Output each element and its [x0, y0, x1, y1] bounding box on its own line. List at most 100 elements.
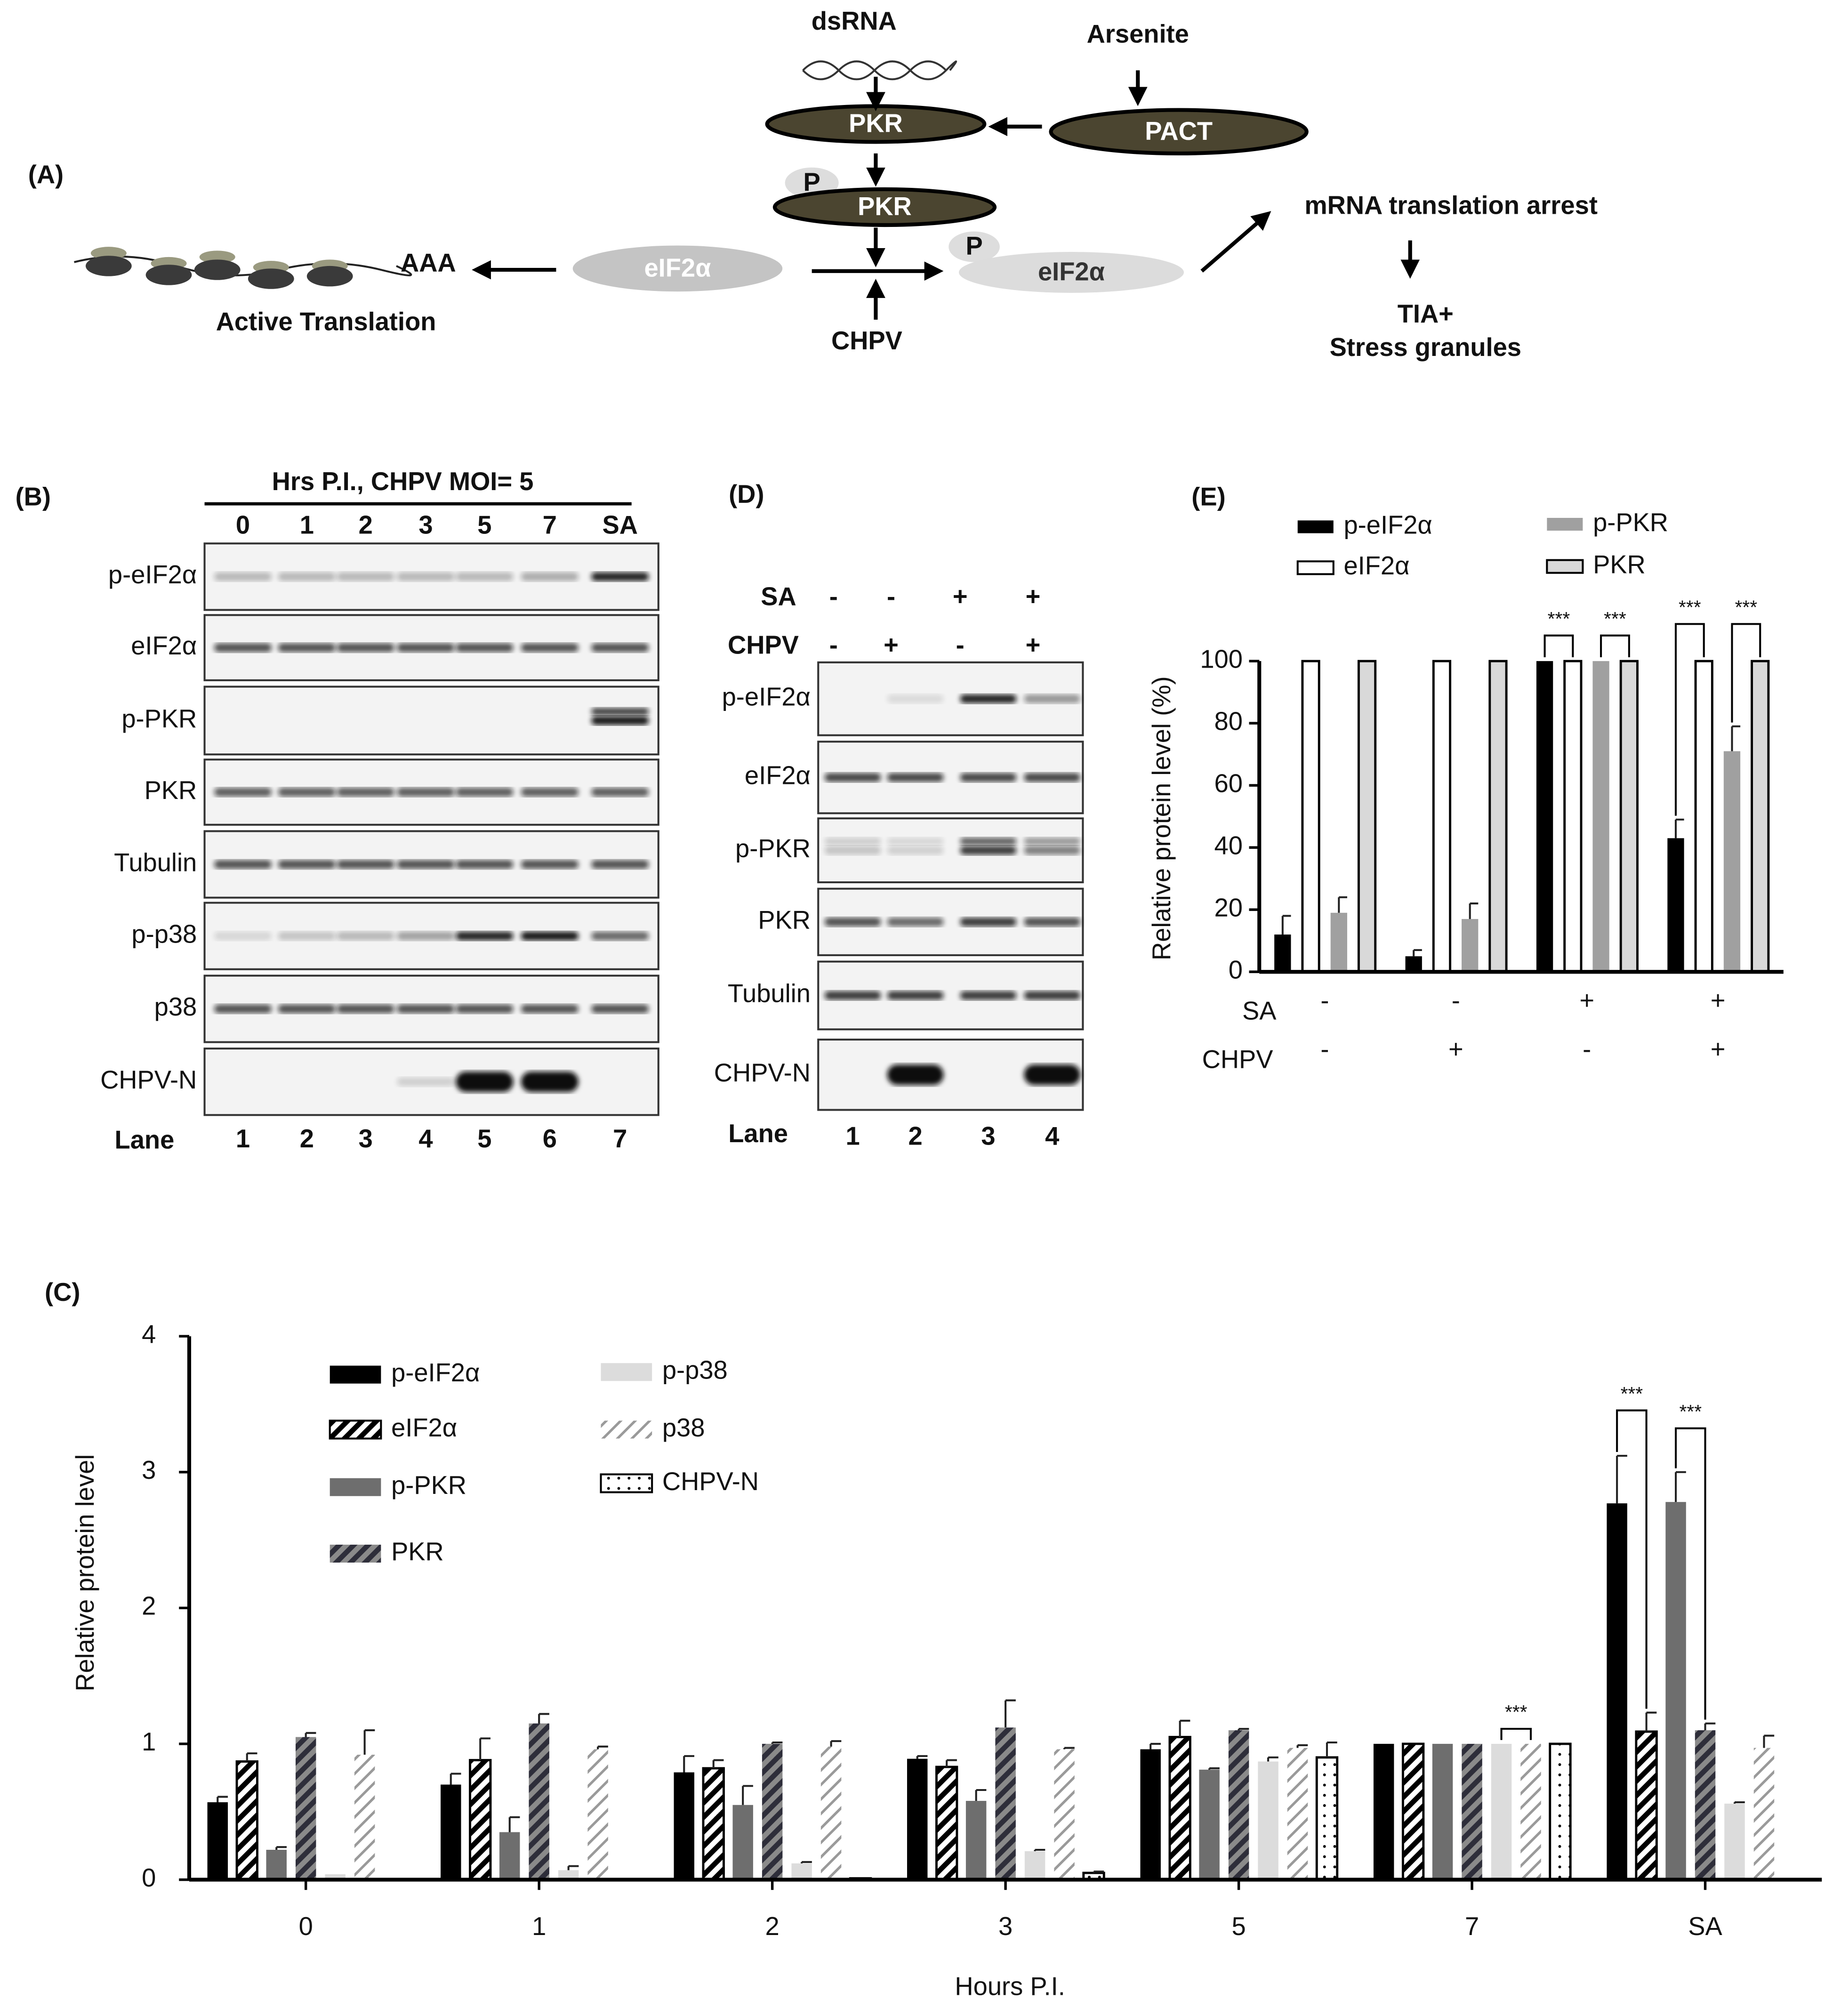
ribosome	[199, 250, 235, 264]
bar	[499, 1832, 520, 1880]
blot-band	[960, 917, 1017, 927]
eif2a-node	[572, 245, 783, 292]
blot-band	[397, 643, 455, 653]
eif2a-p-node	[958, 252, 1184, 293]
significance-bracket	[1600, 634, 1630, 658]
y-tick-label: 1	[142, 1727, 156, 1756]
significance-bracket	[1616, 1409, 1648, 1709]
significance-bracket	[1674, 623, 1705, 816]
blot-band	[521, 643, 579, 653]
significance-bracket	[1731, 623, 1761, 723]
y-tick-label: 40	[1214, 831, 1243, 860]
x-tick-label: 7	[1465, 1912, 1479, 1941]
bar	[1520, 1743, 1541, 1880]
significance-label: ***	[1548, 608, 1570, 629]
lane-label: 6	[543, 1124, 557, 1153]
significance-bracket	[1500, 1727, 1532, 1740]
bar	[1274, 934, 1291, 972]
chpv-label: CHPV	[831, 326, 902, 355]
blot-band	[591, 1004, 649, 1014]
column-label: 1	[300, 510, 314, 539]
blot-band	[337, 788, 394, 797]
bar	[529, 1723, 549, 1880]
arsenite-label: Arsenite	[1087, 19, 1189, 48]
blot-band	[456, 643, 514, 653]
significance-label: ***	[1680, 1401, 1702, 1422]
column-label: 0	[236, 510, 250, 539]
bar	[266, 1849, 287, 1880]
blot-band	[824, 917, 881, 927]
condition-sign: -	[1320, 986, 1329, 1015]
pact-node	[1049, 108, 1309, 155]
bar	[1401, 1742, 1425, 1881]
y-tick-label: 3	[142, 1456, 156, 1484]
bar	[1724, 1803, 1745, 1880]
blot-band	[521, 860, 579, 869]
bar	[1432, 1743, 1453, 1880]
treatment-label: SA	[761, 582, 796, 611]
blot-band	[521, 931, 579, 941]
bar	[1753, 1748, 1775, 1880]
blot-band	[214, 643, 272, 653]
blot-band	[521, 572, 579, 581]
x-tick-label: 0	[299, 1912, 313, 1941]
blot-band	[1024, 846, 1081, 855]
blot-row-label: p-eIF2α	[722, 683, 811, 711]
bar	[674, 1772, 694, 1880]
bar	[1723, 751, 1741, 972]
blot-row-label: PKR	[758, 906, 811, 935]
poly-a-label: AAA	[401, 249, 456, 277]
legend-label: PKR	[391, 1537, 444, 1566]
pkr-p-label: PKR	[858, 192, 912, 221]
legend-label: p-PKR	[1593, 508, 1668, 537]
treatment-sign: +	[1026, 582, 1041, 611]
arrest-label: mRNA translation arrest	[1304, 191, 1598, 219]
lane-label: 3	[981, 1122, 995, 1151]
legend-swatch	[1296, 560, 1335, 575]
column-label: 7	[543, 510, 557, 539]
bar	[1432, 660, 1452, 973]
treatment-label: CHPV	[728, 631, 799, 660]
bar	[1694, 660, 1713, 973]
blot-row-label: p38	[154, 992, 197, 1021]
lane-title: Lane	[728, 1119, 788, 1148]
blot-band	[521, 1071, 579, 1092]
blot-band	[887, 837, 944, 846]
ribosome	[194, 259, 241, 280]
condition-sign: +	[1711, 1035, 1726, 1064]
blot-row-label: CHPV-N	[714, 1058, 811, 1087]
y-tick-label: 20	[1214, 893, 1243, 922]
column-label: SA	[603, 510, 638, 539]
lane-label: 1	[845, 1122, 860, 1151]
blot-band	[591, 860, 649, 869]
phospho-label: P	[965, 232, 982, 260]
y-tick-label: 80	[1214, 707, 1243, 735]
blot-band	[278, 1004, 336, 1014]
y-tick-label: 4	[142, 1320, 156, 1349]
lane-label: 4	[1045, 1122, 1059, 1151]
bar	[1373, 1743, 1394, 1880]
bar	[1168, 1736, 1191, 1881]
blot-row-label: CHPV-N	[100, 1065, 197, 1094]
blot-band	[397, 572, 455, 581]
condition-sign: +	[1579, 986, 1594, 1015]
y-tick-label: 0	[142, 1863, 156, 1892]
bar	[1054, 1749, 1075, 1880]
blot-band	[456, 931, 514, 941]
bar	[1287, 1748, 1308, 1880]
legend-swatch	[330, 1478, 381, 1496]
bar	[1258, 1761, 1278, 1880]
bar	[820, 1746, 842, 1880]
blot-band	[887, 773, 944, 782]
dsrna-helix	[802, 60, 947, 81]
blot-band	[397, 1077, 455, 1087]
phospho-node	[949, 231, 1000, 262]
bar	[1301, 660, 1320, 973]
blot-band	[1024, 917, 1081, 927]
panel-label: (B)	[16, 483, 51, 511]
blot-band	[887, 917, 944, 927]
significance-label: ***	[1604, 608, 1626, 629]
bar	[1405, 956, 1422, 972]
blot-band	[337, 931, 394, 941]
blot-row-label: p-PKR	[735, 834, 811, 863]
